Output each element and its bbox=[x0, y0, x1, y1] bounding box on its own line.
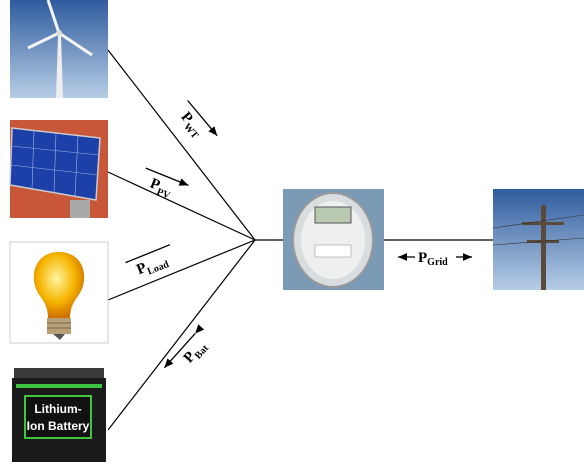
flow-label: PBat bbox=[181, 337, 212, 368]
flow-load: PLoad bbox=[125, 245, 178, 284]
battery-image: Lithium- Ion Battery bbox=[10, 365, 108, 465]
flow-label: PPV bbox=[146, 176, 175, 202]
battery-label: Ion Battery bbox=[27, 419, 90, 433]
light-bulb-image bbox=[10, 242, 108, 343]
solar-panel-image bbox=[10, 120, 108, 218]
flow-wt: PWT bbox=[170, 100, 217, 150]
flow-label: PWT bbox=[175, 109, 206, 141]
flow-grid: PGrid bbox=[398, 250, 472, 268]
utility-pole-image bbox=[493, 189, 584, 290]
battery-label: Lithium- bbox=[34, 402, 81, 416]
flow-bat: PBat bbox=[164, 334, 212, 384]
diagram: Lithium- Ion Battery PWT PPV PLoad PBat … bbox=[0, 0, 584, 471]
flow-pv: PPV bbox=[137, 168, 188, 207]
smart-meter-image bbox=[283, 189, 384, 290]
wind-turbine-image bbox=[10, 0, 108, 98]
flow-label: PGrid bbox=[418, 250, 448, 268]
